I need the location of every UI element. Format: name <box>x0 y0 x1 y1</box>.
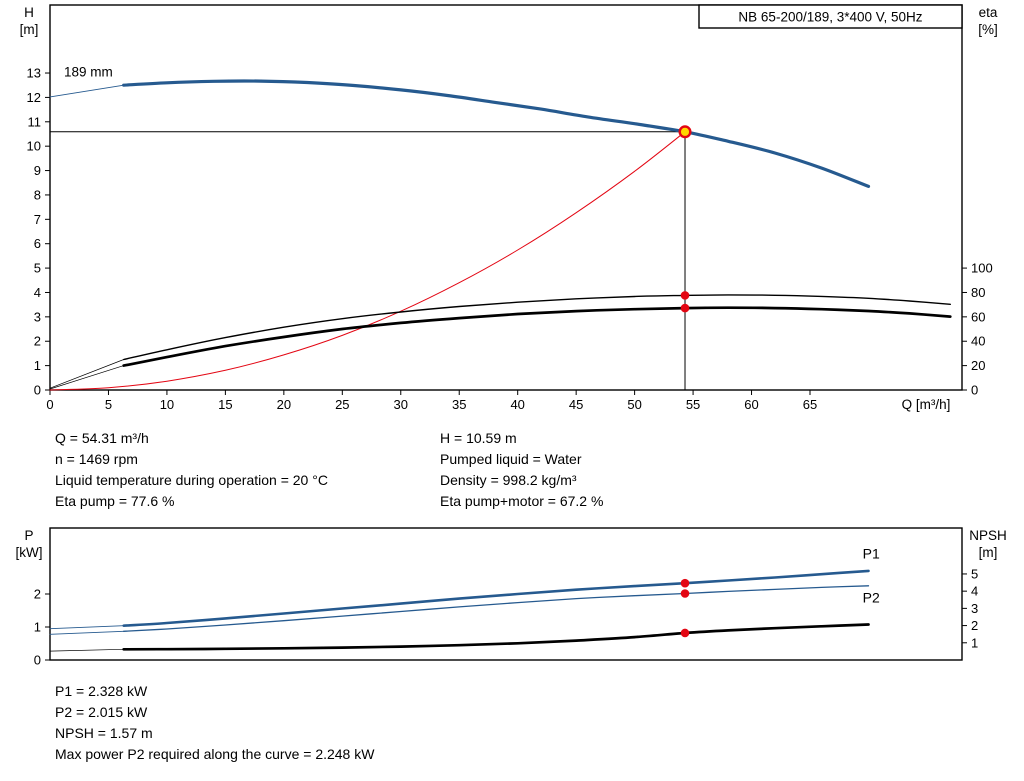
model-box <box>698 4 963 29</box>
right-axis-title: eta <box>979 5 998 20</box>
operating-point-dot <box>680 303 690 313</box>
x-tick-label: 0 <box>46 397 53 412</box>
left-tick-label: 2 <box>34 587 41 602</box>
left-tick-label: 6 <box>34 236 41 251</box>
x-tick-label: 10 <box>160 397 174 412</box>
p2-label: P2 <box>863 589 880 605</box>
right-tick-label: 0 <box>971 383 978 398</box>
info-line-h: H = 10.59 m <box>440 430 517 446</box>
right-tick-label: 1 <box>971 635 978 650</box>
right-tick-label: 2 <box>971 618 978 633</box>
operating-point-dot <box>680 628 690 638</box>
info-line-density: Density = 998.2 kg/m³ <box>440 472 577 488</box>
x-tick-label: 5 <box>105 397 112 412</box>
right-axis-title: [m] <box>979 545 998 560</box>
operating-point-dot <box>680 291 690 300</box>
left-tick-label: 5 <box>34 261 41 276</box>
right-tick-label: 20 <box>971 358 985 373</box>
right-tick-label: 5 <box>971 566 978 581</box>
x-tick-label: 35 <box>452 397 466 412</box>
right-tick-label: 60 <box>971 309 985 324</box>
left-tick-label: 0 <box>34 383 41 398</box>
left-tick-label: 4 <box>34 285 41 300</box>
left-tick-label: 3 <box>34 309 41 324</box>
eta-pump-leader <box>49 359 125 389</box>
right-axis-title: [%] <box>978 22 998 37</box>
left-axis-title: P <box>24 528 33 543</box>
x-tick-label: 20 <box>277 397 291 412</box>
system-curve <box>49 131 686 391</box>
x-axis-label: Q [m³/h] <box>902 397 951 412</box>
info-line-eta-pump: Eta pump = 77.6 % <box>55 493 175 509</box>
info-line-q: Q = 54.31 m³/h <box>55 430 149 446</box>
info-line-pumped-liquid: Pumped liquid = Water <box>440 451 582 467</box>
duty-point-marker <box>678 125 692 139</box>
left-tick-label: 9 <box>34 163 41 178</box>
p1-leader <box>49 625 125 630</box>
p2-leader <box>49 630 125 635</box>
right-tick-label: 40 <box>971 334 985 349</box>
duty-info-left-column: Q = 54.31 m³/h n = 1469 rpm Liquid tempe… <box>55 428 328 512</box>
left-tick-label: 11 <box>28 114 42 129</box>
pump-curve-189mm <box>122 79 871 188</box>
duty-info-right-column: H = 10.59 m Pumped liquid = Water Densit… <box>440 428 603 512</box>
info-line-eta-pump-motor: Eta pump+motor = 67.2 % <box>440 493 604 509</box>
left-axis-title: [kW] <box>16 545 43 560</box>
left-tick-label: 10 <box>27 139 41 154</box>
npsh-leader <box>49 648 125 652</box>
right-tick-label: 3 <box>971 601 978 616</box>
left-axis-title: H <box>24 5 34 20</box>
right-axis-title: NPSH <box>969 528 1007 543</box>
x-tick-label: 30 <box>394 397 408 412</box>
left-axis-title: [m] <box>20 22 39 37</box>
model-label: NB 65-200/189, 3*400 V, 50Hz <box>738 10 922 25</box>
x-tick-label: 45 <box>569 397 583 412</box>
x-tick-label: 40 <box>510 397 524 412</box>
left-tick-label: 8 <box>34 187 41 202</box>
info-line-max-power: Max power P2 required along the curve = … <box>55 746 375 762</box>
duty-info-block: Q = 54.31 m³/h n = 1469 rpm Liquid tempe… <box>0 428 1024 518</box>
info-line-liquid-temp: Liquid temperature during operation = 20… <box>55 472 328 488</box>
x-tick-label: 15 <box>218 397 232 412</box>
p1-label: P1 <box>863 545 880 561</box>
x-tick-label: 60 <box>744 397 758 412</box>
plot-border <box>49 4 963 391</box>
eta-pump-curve <box>123 294 951 361</box>
info-line-p1: P1 = 2.328 kW <box>55 683 148 699</box>
left-tick-label: 2 <box>34 334 41 349</box>
right-tick-label: 80 <box>971 285 985 300</box>
impeller-diameter-label: 189 mm <box>64 65 113 80</box>
x-tick-label: 55 <box>686 397 700 412</box>
left-tick-label: 12 <box>27 90 41 105</box>
hq-eta-chart: 0 5 10 15 20 25 30 35 40 45 50 55 60 65 Q [m³/h]012345… <box>20 4 998 412</box>
p2-curve <box>123 585 870 632</box>
operating-point-dot <box>680 589 690 598</box>
left-tick-label: 7 <box>34 212 41 227</box>
eta-pump-motor-leader <box>49 365 125 390</box>
x-tick-label: 50 <box>627 397 641 412</box>
left-tick-label: 1 <box>34 358 41 373</box>
operating-point-dot <box>680 578 690 588</box>
info-line-npsh: NPSH = 1.57 m <box>55 725 153 741</box>
pump-curve-leader <box>49 84 125 98</box>
left-tick-label: 13 <box>27 66 41 81</box>
power-npsh-chart: 0 1 2 1 2 3 4 5 P1 P2 P [kW] NPSH [m] <box>16 527 1007 668</box>
npsh-curve <box>122 623 870 651</box>
right-tick-label: 100 <box>971 261 993 276</box>
x-tick-label: 25 <box>335 397 349 412</box>
left-tick-label: 0 <box>34 653 41 668</box>
p1-curve <box>122 569 870 627</box>
x-tick-label: 65 <box>803 397 817 412</box>
left-tick-label: 1 <box>34 620 41 635</box>
right-tick-label: 4 <box>971 584 978 599</box>
eta-pump-motor-curve <box>122 306 952 367</box>
info-line-speed: n = 1469 rpm <box>55 451 138 467</box>
info-line-p2: P2 = 2.015 kW <box>55 704 148 720</box>
power-info-block: P1 = 2.328 kW P2 = 2.015 kW NPSH = 1.57 … <box>55 681 374 765</box>
